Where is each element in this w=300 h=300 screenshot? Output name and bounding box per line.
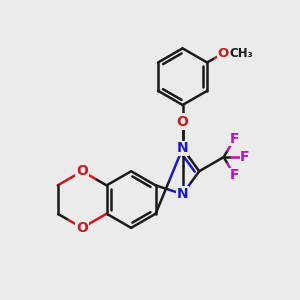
Text: N: N — [177, 141, 188, 155]
Text: F: F — [230, 169, 239, 182]
Text: F: F — [230, 132, 239, 146]
Text: O: O — [177, 113, 188, 128]
Text: O: O — [76, 221, 88, 235]
Text: O: O — [218, 47, 229, 60]
Text: CH₃: CH₃ — [230, 47, 253, 60]
Text: O: O — [76, 164, 88, 178]
Text: N: N — [177, 187, 188, 201]
Text: O: O — [177, 115, 188, 129]
Text: F: F — [240, 150, 250, 164]
